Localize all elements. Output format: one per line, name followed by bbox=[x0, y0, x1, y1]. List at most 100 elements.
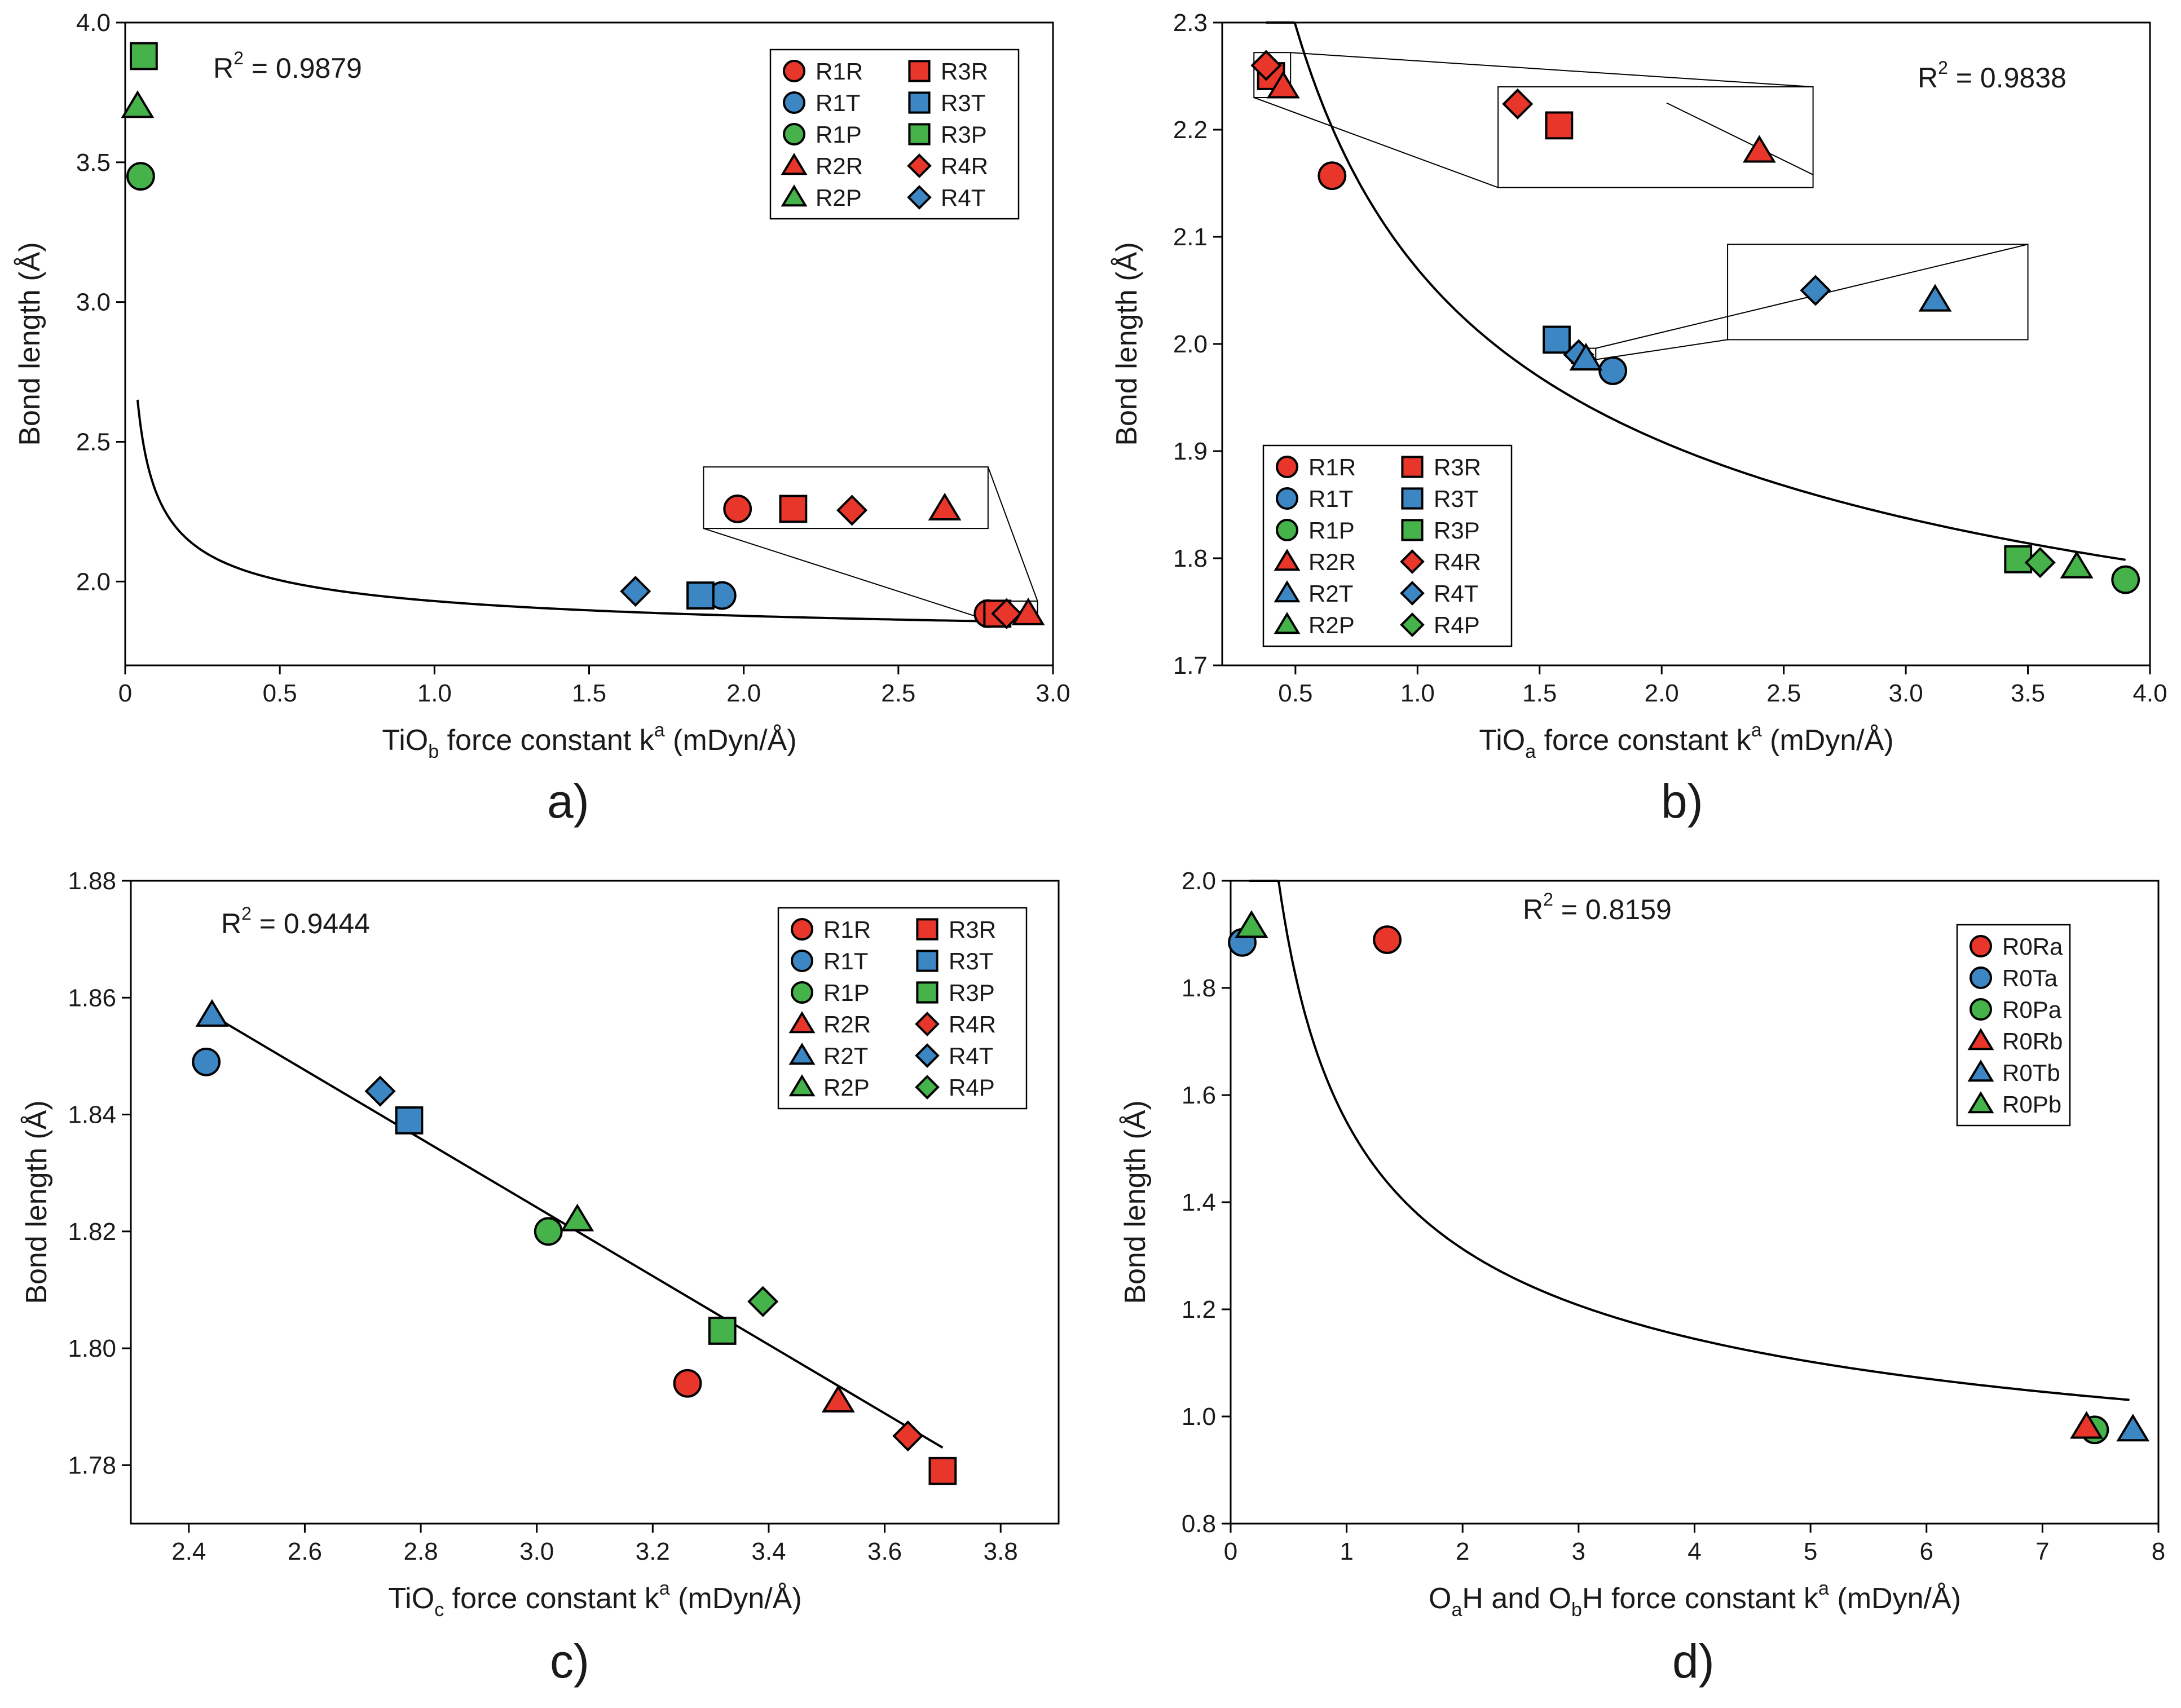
data-point-R1T bbox=[1598, 356, 1628, 385]
fit-curve-group-a bbox=[136, 399, 1032, 624]
legend-d: R0Ra R0Ta R0Pa R0Rb R0Tb R0Pb bbox=[1956, 924, 2071, 1127]
x-tick-label-d: 7 bbox=[2035, 1538, 2049, 1565]
legend-marker-R1R bbox=[791, 918, 813, 941]
legend-marker-R4R bbox=[907, 153, 932, 178]
legend-marker-R4R bbox=[915, 1012, 940, 1036]
y-tick-label-b: 2.0 bbox=[1173, 330, 1208, 358]
x-tick-label-b: 4.0 bbox=[2132, 679, 2167, 707]
y-axis-label-d: Bond length (Å) bbox=[1119, 1100, 1152, 1304]
data-point-R3T bbox=[686, 581, 715, 610]
legend-label-R4R: R4R bbox=[941, 153, 988, 179]
x-tick-label-b: 3.5 bbox=[2011, 679, 2045, 707]
chart-a: 0 0.5 1.0 1.5 2.0 2.5 3.0 2.0 2.5 3.0 3.5 4.0 R1R R3… bbox=[14, 9, 1070, 828]
x-label-pre-b: TiO bbox=[1479, 724, 1525, 757]
data-point-R4T bbox=[364, 1075, 396, 1107]
legend-label-R4P: R4P bbox=[1434, 612, 1480, 638]
legend-label-R2P: R2P bbox=[823, 1074, 870, 1101]
legend-label-R1P: R1P bbox=[823, 979, 870, 1006]
x-axis-label-d: OaH and ObH force constant ka (mDyn/Å) bbox=[1429, 1578, 1961, 1621]
x-tick-label-c: 3.0 bbox=[519, 1538, 554, 1565]
data-point-R2P bbox=[121, 90, 155, 118]
y-tick-label-b: 1.8 bbox=[1173, 545, 1208, 572]
r2-superscript-d: 2 bbox=[1543, 889, 1553, 910]
panel-label-a: a) bbox=[547, 775, 589, 828]
y-axis-label-c: Bond length (Å) bbox=[20, 1100, 53, 1304]
legend-label-R1P: R1P bbox=[1308, 517, 1355, 544]
legend-marker-R1P bbox=[791, 981, 813, 1004]
x-label-mid-d: H and O bbox=[1462, 1582, 1571, 1615]
legend-marker-R0Rb bbox=[1967, 1028, 1994, 1051]
x-axis-label-b: TiOa force constant ka (mDyn/Å) bbox=[1479, 720, 1893, 762]
x-tick-label-a: 2.0 bbox=[726, 679, 761, 707]
data-point-R4R bbox=[991, 598, 1023, 629]
r2-annotation-a: R2 = 0.9879 bbox=[213, 48, 362, 84]
x-tick-label-d: 5 bbox=[1804, 1538, 1817, 1565]
legend-label-R0Pa: R0Pa bbox=[2002, 996, 2062, 1023]
zoom-connector-b bbox=[1290, 52, 1813, 87]
r2-annotation-c: R2 = 0.9444 bbox=[221, 903, 370, 939]
zoom-connector-a bbox=[703, 528, 985, 620]
marker-group-b bbox=[1250, 50, 2140, 594]
x-tick-label-a: 1.0 bbox=[417, 679, 452, 707]
marker-group-c bbox=[192, 999, 957, 1485]
x-tick-label-a: 0 bbox=[118, 679, 132, 707]
r2-value-c: = 0.9444 bbox=[252, 908, 370, 939]
zoom-point-R1R bbox=[723, 495, 752, 523]
y-tick-label-c: 1.84 bbox=[68, 1101, 116, 1129]
legend-box-d bbox=[1956, 924, 2071, 1127]
legend-marker-R0Ta bbox=[1969, 966, 1992, 989]
legend-label-R2T: R2T bbox=[823, 1043, 868, 1069]
x-label-sup-d: a bbox=[1818, 1578, 1829, 1599]
data-point-R1R bbox=[1318, 161, 1347, 191]
x-tick-label-b: 2.5 bbox=[1766, 679, 1801, 707]
legend-marker-R1T bbox=[1276, 487, 1298, 510]
legend-label-R4T: R4T bbox=[949, 1043, 993, 1069]
legend-label-R0Pb: R0Pb bbox=[2002, 1091, 2061, 1118]
legend-label-R1R: R1R bbox=[823, 916, 871, 943]
x-tick-label-a: 3.0 bbox=[1036, 679, 1070, 707]
chart-d: 0 1 2 3 4 5 6 7 80.81.01.21.41.61.82.0 R0RaR0TaR… bbox=[1119, 867, 2165, 1688]
y-tick-label-a: 2.0 bbox=[76, 568, 111, 595]
zoom-point-R2R bbox=[928, 492, 962, 520]
x-label-sub-d: a bbox=[1451, 1599, 1462, 1621]
zoom-point-R3R bbox=[1545, 111, 1574, 140]
chart-b: 0.5 1.0 1.5 2.0 2.5 3.0 3.5 4.0 1.7 1.8 1.9 2.0 2.1 2… bbox=[1111, 9, 2167, 828]
data-point-R4P bbox=[2024, 547, 2056, 579]
x-tick-label-d: 6 bbox=[1920, 1538, 1933, 1565]
panel-label-b: b) bbox=[1661, 775, 1703, 828]
zoom-lines-group-a bbox=[703, 466, 1038, 620]
legend-label-R3T: R3T bbox=[1434, 486, 1478, 512]
x-tick-label-d: 1 bbox=[1340, 1538, 1353, 1565]
x-tick-label-c: 2.8 bbox=[403, 1538, 438, 1565]
legend-marker-R1P bbox=[783, 123, 805, 145]
r2-annotation-d: R2 = 0.8159 bbox=[1523, 889, 1672, 925]
x-label-pre-d: O bbox=[1429, 1582, 1451, 1615]
x-label-sub2-d: b bbox=[1571, 1599, 1582, 1621]
zoom-point-R4R bbox=[1502, 88, 1534, 120]
legend-label-R3R: R3R bbox=[941, 58, 988, 85]
y-tick-label-d: 2.0 bbox=[1182, 867, 1216, 895]
fit-curve-d bbox=[1249, 880, 2130, 1401]
r2-value-d: = 0.8159 bbox=[1553, 894, 1672, 925]
y-tick-label-a: 4.0 bbox=[76, 9, 111, 37]
y-tick-label-c: 1.80 bbox=[68, 1335, 116, 1362]
r2-symbol-a: R bbox=[213, 52, 233, 84]
legend-marker-R3P bbox=[908, 123, 931, 145]
y-tick-label-d: 1.0 bbox=[1182, 1403, 1216, 1431]
x-tick-label-d: 2 bbox=[1456, 1538, 1469, 1565]
x-tick-label-a: 0.5 bbox=[263, 679, 297, 707]
zoom-point-R4R bbox=[836, 495, 868, 526]
fit-curve-group-b bbox=[1266, 21, 2126, 561]
x-label-post-a: (mDyn/Å) bbox=[665, 724, 797, 757]
y-tick-label-d: 1.2 bbox=[1182, 1296, 1216, 1323]
r2-value-b: = 0.9838 bbox=[1948, 62, 2067, 94]
legend-marker-R3T bbox=[908, 91, 931, 114]
legend-label-R0Rb: R0Rb bbox=[2002, 1028, 2063, 1054]
legend-label-R0Tb: R0Tb bbox=[2002, 1060, 2060, 1086]
data-point-R3T bbox=[395, 1106, 424, 1135]
r2-symbol-c: R bbox=[221, 908, 241, 939]
data-point-R3P bbox=[708, 1317, 737, 1345]
x-label-mid-a: force constant k bbox=[439, 724, 655, 757]
legend-box-c bbox=[777, 907, 1028, 1110]
fit-curve-group-c bbox=[211, 1014, 944, 1449]
